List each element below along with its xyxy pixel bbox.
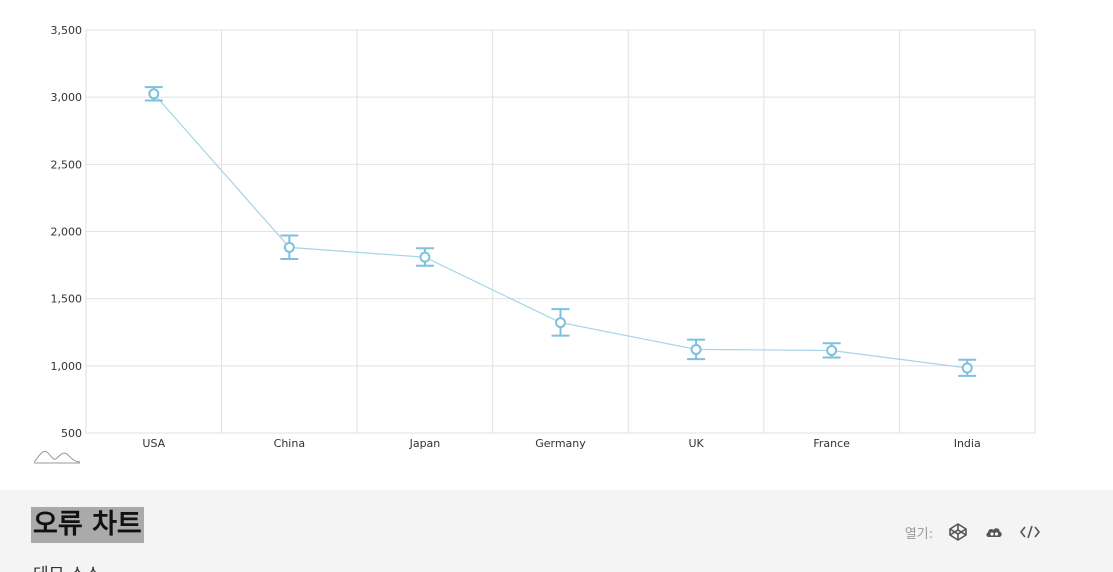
y-tick-label: 3,500 — [51, 24, 83, 37]
series-line-group — [144, 86, 977, 377]
data-point — [826, 345, 838, 357]
x-tick-label: France — [813, 437, 850, 450]
y-tick-label: 3,000 — [51, 91, 83, 104]
error-chart: 500 1,000 1,500 2,000 2,500 3,000 3,500 USA Chin… — [33, 24, 1036, 464]
y-tick-label: 2,000 — [51, 226, 83, 239]
demo-footer: 오류 차트 데모 소스 열기: — [0, 490, 1113, 572]
data-point — [690, 343, 702, 355]
y-tick-label: 2,500 — [51, 158, 83, 171]
scrollbar-grip-icon[interactable] — [33, 450, 81, 464]
chart-area: 500 1,000 1,500 2,000 2,500 3,000 3,500 USA Chin… — [33, 24, 1036, 464]
open-label: 열기: — [904, 526, 933, 542]
x-tick-label: Japan — [409, 437, 441, 450]
y-tick-label: 500 — [61, 427, 82, 440]
x-tick-label: China — [274, 437, 305, 450]
x-tick-label: UK — [688, 437, 704, 450]
cloud-icon[interactable] — [983, 521, 1005, 543]
demo-title: 오류 차트 — [31, 507, 144, 543]
y-tick-label: 1,000 — [51, 360, 83, 373]
x-tick-label: India — [954, 437, 981, 450]
codepen-icon[interactable] — [947, 521, 969, 543]
axis-labels: 500 1,000 1,500 2,000 2,500 3,000 3,500 USA Chin… — [51, 24, 981, 450]
data-point — [961, 362, 973, 374]
code-icon[interactable] — [1019, 521, 1041, 543]
data-point — [148, 88, 160, 100]
open-in-bar: 열기: — [905, 520, 1041, 544]
y-tick-label: 1,500 — [51, 293, 83, 306]
demo-subtitle: 데모 소스 — [33, 560, 101, 572]
x-tick-label: Germany — [535, 437, 586, 450]
x-tick-label: USA — [142, 437, 165, 450]
data-point — [555, 317, 566, 329]
data-point — [419, 251, 431, 263]
data-point — [283, 241, 295, 253]
grid-lines — [85, 29, 1036, 434]
